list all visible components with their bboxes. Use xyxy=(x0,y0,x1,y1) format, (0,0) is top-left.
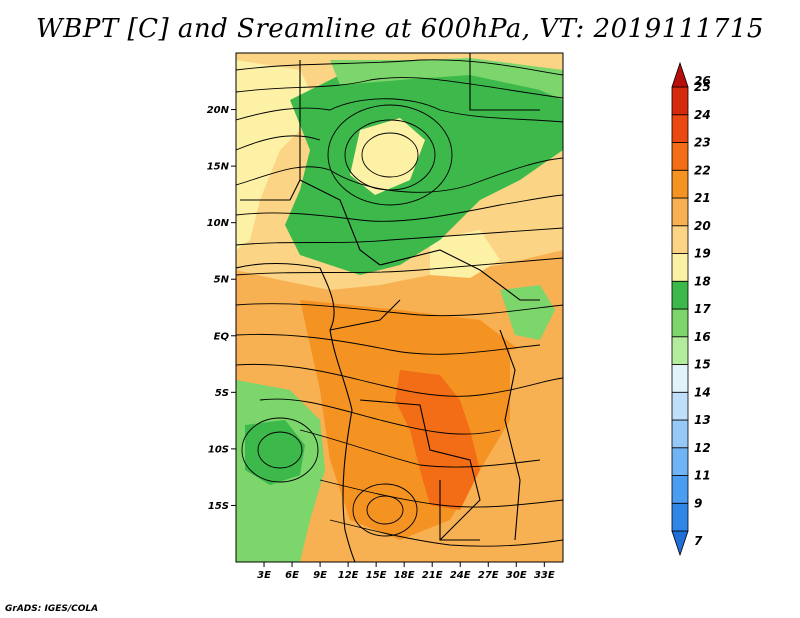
colorbar-label: 11 xyxy=(694,469,711,483)
lat-tick-label: 5S xyxy=(215,388,229,399)
colorbar-label: 18 xyxy=(694,274,711,288)
colorbar-swatch xyxy=(671,336,689,365)
colorbar-swatch xyxy=(671,169,689,199)
lat-tick-label: 15N xyxy=(207,162,230,173)
lon-tick-label: 6E xyxy=(285,570,299,581)
streamline xyxy=(236,98,563,123)
streamline xyxy=(329,519,563,547)
boundaries xyxy=(236,53,540,562)
border xyxy=(439,480,480,541)
lat-tick-label: 5N xyxy=(214,275,230,286)
colorbar-label: 16 xyxy=(694,330,711,344)
colorbar-swatch xyxy=(671,391,689,421)
colorbar-label: 15 xyxy=(694,358,711,372)
lon-tick-label: 12E xyxy=(338,570,359,581)
lon-tick-label: 18E xyxy=(394,570,415,581)
border xyxy=(240,179,301,201)
lon-tick-label: 24E xyxy=(450,570,471,581)
lat-ticks: 20N 15N 10N 5N EQ 5S 10S 15S xyxy=(207,105,236,512)
map-frame xyxy=(235,52,564,563)
lat-tick-label: 15S xyxy=(208,501,229,512)
coastline xyxy=(236,262,356,562)
streamline xyxy=(236,77,563,99)
colorbar-label: 9 xyxy=(694,496,702,510)
border xyxy=(329,299,401,331)
lon-tick-label: 21E xyxy=(422,570,443,581)
colorbar-label: 7 xyxy=(694,534,703,548)
map-panel xyxy=(236,53,563,562)
colorbar-swatch xyxy=(671,419,689,449)
lon-tick-label: 27E xyxy=(478,570,499,581)
lat-tick-label: 10S xyxy=(208,444,229,455)
colorbar-swatch xyxy=(671,475,689,504)
streamline xyxy=(236,59,563,76)
vortex-south xyxy=(366,495,404,525)
colorbar-swatch xyxy=(671,502,689,532)
colorbar-label: 17 xyxy=(694,302,711,316)
lat-tick-label: 20N xyxy=(207,105,230,116)
page-title: WBPT [C] and Sreamline at 600hPa, VT: 20… xyxy=(36,14,764,44)
vortex-north xyxy=(344,119,436,191)
colorbar-swatch xyxy=(671,197,689,227)
colorbar-swatch xyxy=(671,225,689,254)
vortex-north xyxy=(327,104,453,206)
colorbar-label: 19 xyxy=(694,247,711,261)
streamline xyxy=(259,398,501,435)
colorbar-swatch xyxy=(671,114,689,143)
streamline xyxy=(236,227,563,246)
vortex-southwest xyxy=(241,417,319,483)
colorbar-label: 20 xyxy=(694,219,711,233)
streamline xyxy=(299,429,541,468)
colorbar-label: 14 xyxy=(694,385,711,399)
lon-tick-label: 33E xyxy=(534,570,555,581)
streamlines xyxy=(236,59,563,547)
lat-tick-label: EQ xyxy=(214,331,230,342)
colorbar-swatch xyxy=(671,530,689,557)
streamline xyxy=(236,363,563,397)
colorbar-swatch xyxy=(671,86,689,116)
field-region-21-east xyxy=(490,340,563,562)
colorbar-swatch xyxy=(671,308,689,338)
field-region-17-sw xyxy=(245,420,305,485)
colorbar-swatch xyxy=(671,364,689,393)
border xyxy=(359,399,481,541)
vortex-south xyxy=(352,483,418,537)
credit-label: GrADS: IGES/COLA xyxy=(5,604,99,614)
colorbar-swatch xyxy=(671,61,689,88)
lon-ticks: 3E 6E 9E 12E 15E 18E 21E 24E 27E 30E 33E xyxy=(257,562,555,581)
border xyxy=(469,53,540,111)
colorbar-label: 12 xyxy=(694,441,711,455)
colorbar-swatch xyxy=(671,280,689,310)
colorbar-label: 25 xyxy=(694,80,711,94)
colorbar-swatch xyxy=(671,142,689,171)
colorbar-label: 22 xyxy=(694,163,711,177)
lon-tick-label: 15E xyxy=(366,570,387,581)
colorbar-swatch xyxy=(671,447,689,476)
lon-tick-label: 30E xyxy=(506,570,527,581)
colorbar-label: 26 xyxy=(694,74,711,88)
streamline xyxy=(236,135,321,151)
lon-tick-label: 3E xyxy=(257,570,271,581)
vortex-southwest xyxy=(257,431,303,469)
streamline xyxy=(236,257,563,276)
colorbar-label: 23 xyxy=(694,136,711,150)
colorbar-label: 24 xyxy=(694,108,711,122)
border xyxy=(499,329,521,541)
lon-tick-label: 9E xyxy=(313,570,327,581)
border xyxy=(379,249,540,301)
vortex-north xyxy=(361,132,419,178)
colorbar-swatch xyxy=(671,253,689,282)
streamline xyxy=(236,333,541,355)
lat-tick-label: 10N xyxy=(207,218,230,229)
colorbar-label: 21 xyxy=(694,191,711,205)
streamline xyxy=(236,303,563,317)
colorbar-label: 13 xyxy=(694,413,711,427)
border xyxy=(299,60,381,266)
field-region-17 xyxy=(330,58,563,340)
streamline xyxy=(236,194,563,222)
